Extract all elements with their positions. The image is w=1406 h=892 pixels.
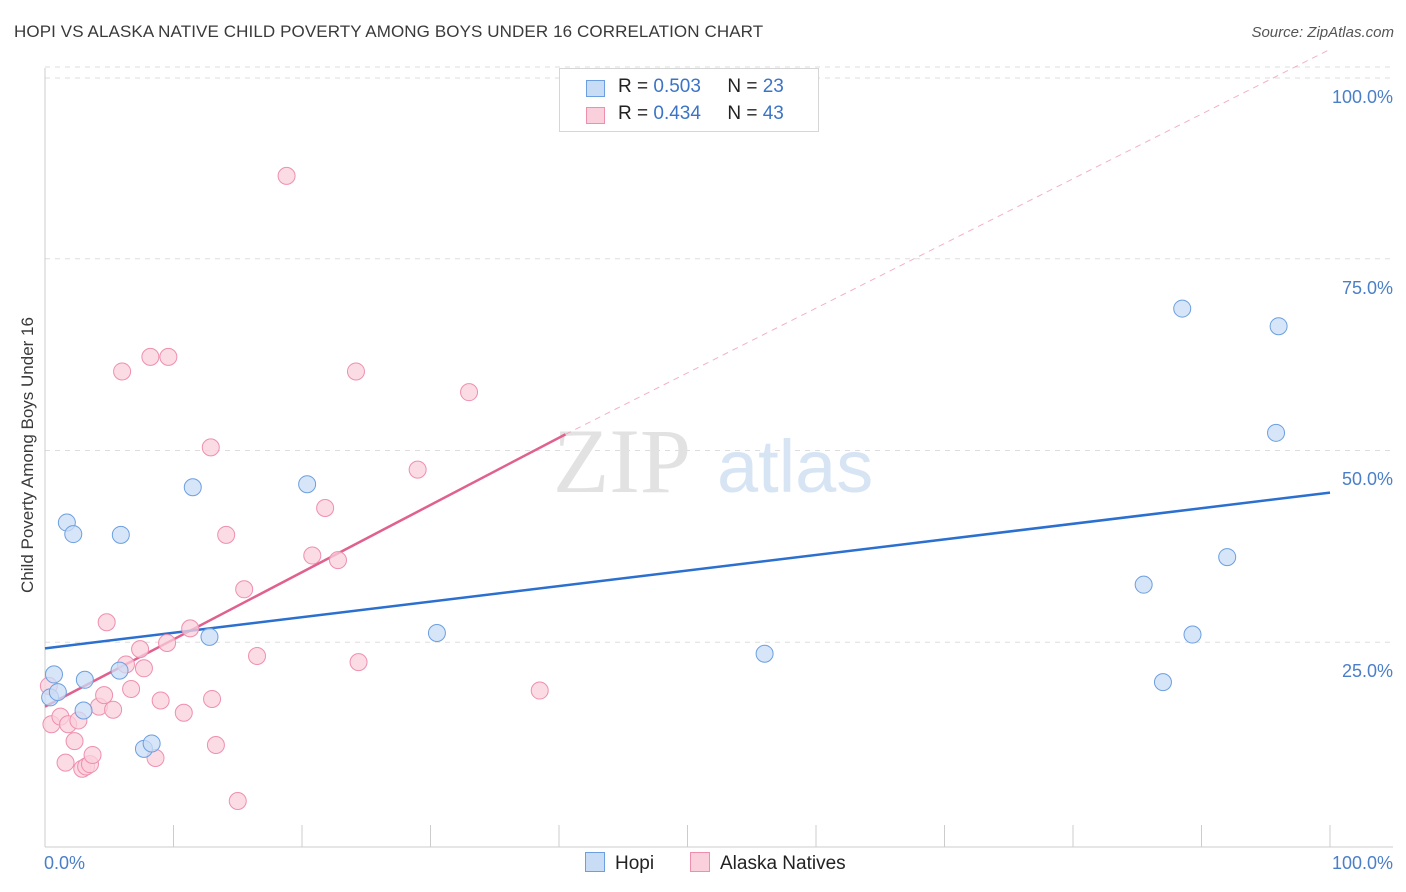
point-alaska-31 (235, 580, 254, 599)
bottom-legend-swatch-alaska (690, 852, 710, 872)
point-alaska-13 (97, 613, 116, 632)
legend-alaska-n-value: 43 (762, 103, 784, 124)
point-alaska-28 (206, 735, 225, 754)
y-tick-label-75: 75.0% (1342, 278, 1393, 298)
point-alaska-30 (228, 791, 247, 810)
point-alaska-10 (83, 745, 102, 764)
bottom-legend-alaska: Alaska Natives (690, 852, 846, 875)
chart-title: HOPI VS ALASKA NATIVE CHILD POVERTY AMON… (14, 22, 764, 41)
point-hopi-12 (200, 627, 219, 646)
point-alaska-33 (277, 166, 296, 185)
data-points (39, 166, 1288, 810)
legend-hopi-r-value: 0.503 (653, 76, 701, 97)
point-alaska-16 (122, 679, 141, 698)
point-alaska-42 (113, 362, 132, 381)
point-hopi-19 (1183, 625, 1202, 644)
point-hopi-17 (1153, 673, 1172, 692)
point-hopi-20 (1218, 548, 1237, 567)
bottom-legend-hopi: Hopi (585, 852, 654, 875)
watermark: ZIP atlas (553, 410, 873, 512)
trend-line-hopi (44, 491, 1331, 650)
point-alaska-25 (181, 619, 200, 638)
point-alaska-41 (530, 681, 549, 700)
trend-lines (44, 48, 1331, 708)
point-alaska-35 (316, 498, 335, 517)
point-alaska-21 (151, 691, 170, 710)
point-alaska-14 (104, 700, 123, 719)
point-hopi-11 (183, 478, 202, 497)
point-alaska-34 (303, 546, 322, 565)
point-alaska-17 (131, 640, 150, 659)
point-alaska-38 (349, 653, 368, 672)
point-alaska-27 (203, 689, 222, 708)
bottom-legend-swatch-hopi (585, 852, 605, 872)
x-tick-label-max: 100.0% (1332, 853, 1393, 873)
point-alaska-18 (134, 659, 153, 678)
stats-legend: R = 0.503 N = 23 R = 0.434 N = 43 (559, 68, 819, 132)
point-alaska-37 (346, 362, 365, 381)
source-label: Source: ZipAtlas.com (1251, 24, 1394, 41)
tick-labels: 0.0% 100.0% 25.0% 50.0% 75.0% 100.0% (44, 87, 1393, 873)
axes (44, 68, 1393, 848)
y-tick-label-25: 25.0% (1342, 661, 1393, 681)
bottom-legend-label-hopi: Hopi (615, 853, 655, 874)
point-hopi-14 (427, 624, 446, 643)
point-alaska-3 (56, 753, 75, 772)
y-tick-label-100: 100.0% (1332, 87, 1393, 107)
legend-alaska-r-label: R = (618, 103, 649, 124)
gridlines (45, 66, 1392, 643)
point-alaska-19 (141, 347, 160, 366)
point-alaska-40 (460, 383, 479, 402)
watermark-zip: ZIP (553, 410, 691, 512)
point-hopi-7 (110, 661, 129, 680)
point-alaska-24 (174, 703, 193, 722)
watermark-atlas: atlas (717, 425, 873, 508)
legend-swatch-hopi (586, 80, 605, 97)
bottom-legend-label-alaska: Alaska Natives (720, 853, 846, 874)
point-alaska-22 (158, 633, 177, 652)
point-hopi-5 (75, 670, 94, 689)
point-hopi-10 (142, 734, 161, 753)
point-alaska-23 (159, 347, 178, 366)
point-hopi-4 (64, 525, 83, 544)
point-hopi-15 (755, 644, 774, 663)
legend-hopi-r-label: R = (618, 76, 649, 97)
point-alaska-32 (248, 647, 267, 666)
point-hopi-13 (298, 475, 317, 494)
point-alaska-5 (65, 732, 84, 751)
point-hopi-22 (1269, 317, 1288, 336)
legend-swatch-alaska (586, 107, 605, 124)
legend-alaska-n-label: N = (727, 103, 758, 124)
point-hopi-16 (1134, 575, 1153, 594)
point-alaska-29 (217, 525, 236, 544)
point-alaska-39 (408, 460, 427, 479)
point-alaska-36 (328, 551, 347, 570)
legend-hopi-n-value: 23 (762, 76, 784, 97)
point-alaska-12 (95, 686, 114, 705)
point-hopi-18 (1173, 299, 1192, 318)
x-tick-label-min: 0.0% (44, 853, 85, 873)
legend-hopi-n-label: N = (727, 76, 758, 97)
y-tick-label-50: 50.0% (1342, 469, 1393, 489)
point-alaska-26 (201, 438, 220, 457)
point-hopi-8 (111, 525, 130, 544)
point-hopi-1 (44, 665, 63, 684)
point-hopi-21 (1267, 423, 1286, 442)
point-hopi-6 (74, 701, 93, 720)
legend-alaska-r-value: 0.434 (653, 103, 701, 124)
point-hopi-2 (48, 683, 67, 702)
